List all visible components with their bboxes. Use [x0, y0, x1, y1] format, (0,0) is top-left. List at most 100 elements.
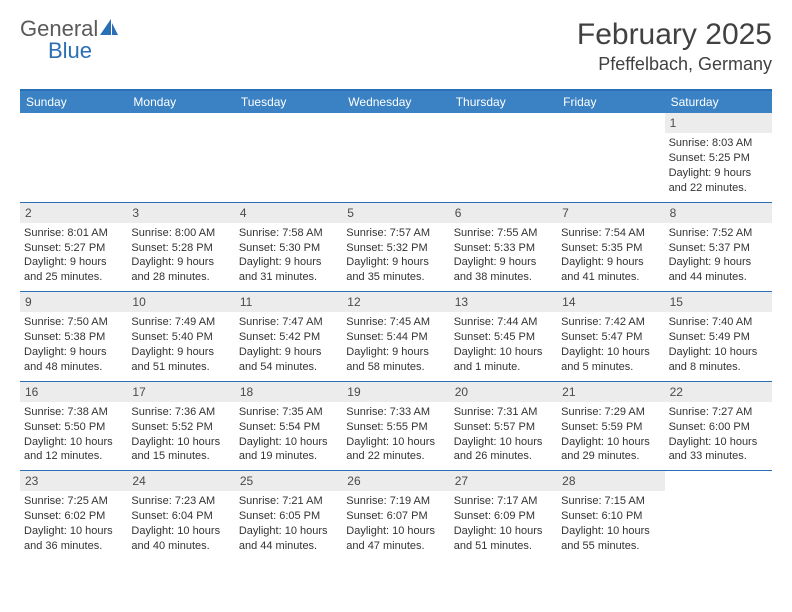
daylight-line1: Daylight: 10 hours: [24, 435, 123, 450]
daylight-line2: and 38 minutes.: [454, 270, 553, 285]
day-cell: 9Sunrise: 7:50 AMSunset: 5:38 PMDaylight…: [20, 292, 127, 381]
day-cell: 6Sunrise: 7:55 AMSunset: 5:33 PMDaylight…: [450, 203, 557, 292]
daylight-line1: Daylight: 9 hours: [131, 345, 230, 360]
sunrise: Sunrise: 7:35 AM: [239, 405, 338, 420]
daylight-line1: Daylight: 9 hours: [239, 345, 338, 360]
sunset: Sunset: 5:59 PM: [561, 420, 660, 435]
day-cell: 28Sunrise: 7:15 AMSunset: 6:10 PMDayligh…: [557, 471, 664, 560]
sunset: Sunset: 6:10 PM: [561, 509, 660, 524]
sunset: Sunset: 5:47 PM: [561, 330, 660, 345]
day-number: 12: [342, 292, 449, 312]
daylight-line1: Daylight: 10 hours: [239, 435, 338, 450]
sunrise: Sunrise: 7:23 AM: [131, 494, 230, 509]
day-number: 15: [665, 292, 772, 312]
calendar: SundayMondayTuesdayWednesdayThursdayFrid…: [20, 89, 772, 560]
daylight-line1: Daylight: 10 hours: [561, 435, 660, 450]
daylight-line2: and 15 minutes.: [131, 449, 230, 464]
daylight-line2: and 22 minutes.: [669, 181, 768, 196]
sunrise: Sunrise: 7:38 AM: [24, 405, 123, 420]
sunrise: Sunrise: 7:58 AM: [239, 226, 338, 241]
day-number: 22: [665, 382, 772, 402]
day-number: 19: [342, 382, 449, 402]
sunrise: Sunrise: 7:29 AM: [561, 405, 660, 420]
day-cell: 2Sunrise: 8:01 AMSunset: 5:27 PMDaylight…: [20, 203, 127, 292]
day-cell: 25Sunrise: 7:21 AMSunset: 6:05 PMDayligh…: [235, 471, 342, 560]
day-number: 2: [20, 203, 127, 223]
day-cell: 10Sunrise: 7:49 AMSunset: 5:40 PMDayligh…: [127, 292, 234, 381]
daylight-line2: and 51 minutes.: [131, 360, 230, 375]
empty-cell: [127, 113, 234, 202]
day-cell: 21Sunrise: 7:29 AMSunset: 5:59 PMDayligh…: [557, 382, 664, 471]
empty-cell: [235, 113, 342, 202]
sunset: Sunset: 5:45 PM: [454, 330, 553, 345]
day-cell: 15Sunrise: 7:40 AMSunset: 5:49 PMDayligh…: [665, 292, 772, 381]
sunset: Sunset: 5:42 PM: [239, 330, 338, 345]
logo-sail-icon: [99, 18, 119, 40]
day-cell: 24Sunrise: 7:23 AMSunset: 6:04 PMDayligh…: [127, 471, 234, 560]
empty-cell: [557, 113, 664, 202]
daylight-line1: Daylight: 9 hours: [24, 345, 123, 360]
sunrise: Sunrise: 7:49 AM: [131, 315, 230, 330]
daylight-line1: Daylight: 10 hours: [346, 435, 445, 450]
sunrise: Sunrise: 7:36 AM: [131, 405, 230, 420]
daylight-line2: and 8 minutes.: [669, 360, 768, 375]
day-number: 13: [450, 292, 557, 312]
daylight-line1: Daylight: 10 hours: [454, 524, 553, 539]
day-number: 16: [20, 382, 127, 402]
sunrise: Sunrise: 7:50 AM: [24, 315, 123, 330]
dow-wednesday: Wednesday: [342, 91, 449, 113]
day-number: 11: [235, 292, 342, 312]
empty-cell: [342, 113, 449, 202]
sunrise: Sunrise: 7:31 AM: [454, 405, 553, 420]
sunset: Sunset: 5:33 PM: [454, 241, 553, 256]
daylight-line1: Daylight: 9 hours: [669, 255, 768, 270]
sunset: Sunset: 6:07 PM: [346, 509, 445, 524]
sunset: Sunset: 5:57 PM: [454, 420, 553, 435]
sunrise: Sunrise: 7:42 AM: [561, 315, 660, 330]
sunset: Sunset: 6:05 PM: [239, 509, 338, 524]
sunset: Sunset: 5:49 PM: [669, 330, 768, 345]
day-number: 10: [127, 292, 234, 312]
daylight-line2: and 28 minutes.: [131, 270, 230, 285]
daylight-line2: and 22 minutes.: [346, 449, 445, 464]
sunrise: Sunrise: 8:01 AM: [24, 226, 123, 241]
daylight-line1: Daylight: 10 hours: [454, 345, 553, 360]
daylight-line2: and 40 minutes.: [131, 539, 230, 554]
sunrise: Sunrise: 7:55 AM: [454, 226, 553, 241]
daylight-line2: and 35 minutes.: [346, 270, 445, 285]
day-cell: 11Sunrise: 7:47 AMSunset: 5:42 PMDayligh…: [235, 292, 342, 381]
daylight-line2: and 36 minutes.: [24, 539, 123, 554]
daylight-line1: Daylight: 9 hours: [131, 255, 230, 270]
title-block: February 2025 Pfeffelbach, Germany: [577, 18, 772, 75]
sunset: Sunset: 5:55 PM: [346, 420, 445, 435]
day-number: 26: [342, 471, 449, 491]
day-cell: 3Sunrise: 8:00 AMSunset: 5:28 PMDaylight…: [127, 203, 234, 292]
daylight-line1: Daylight: 9 hours: [239, 255, 338, 270]
sunset: Sunset: 6:09 PM: [454, 509, 553, 524]
dow-thursday: Thursday: [450, 91, 557, 113]
location: Pfeffelbach, Germany: [577, 54, 772, 75]
daylight-line1: Daylight: 10 hours: [561, 345, 660, 360]
day-number: 14: [557, 292, 664, 312]
daylight-line1: Daylight: 9 hours: [346, 255, 445, 270]
day-number: 28: [557, 471, 664, 491]
daylight-line1: Daylight: 9 hours: [346, 345, 445, 360]
day-number: 25: [235, 471, 342, 491]
daylight-line1: Daylight: 10 hours: [131, 435, 230, 450]
sunrise: Sunrise: 7:17 AM: [454, 494, 553, 509]
sunset: Sunset: 5:52 PM: [131, 420, 230, 435]
day-number: 27: [450, 471, 557, 491]
dow-sunday: Sunday: [20, 91, 127, 113]
empty-cell: [665, 471, 772, 560]
sunrise: Sunrise: 7:57 AM: [346, 226, 445, 241]
sunrise: Sunrise: 7:45 AM: [346, 315, 445, 330]
daylight-line1: Daylight: 10 hours: [561, 524, 660, 539]
day-cell: 22Sunrise: 7:27 AMSunset: 6:00 PMDayligh…: [665, 382, 772, 471]
day-cell: 7Sunrise: 7:54 AMSunset: 5:35 PMDaylight…: [557, 203, 664, 292]
daylight-line1: Daylight: 10 hours: [239, 524, 338, 539]
daylight-line1: Daylight: 10 hours: [669, 435, 768, 450]
day-cell: 5Sunrise: 7:57 AMSunset: 5:32 PMDaylight…: [342, 203, 449, 292]
day-cell: 23Sunrise: 7:25 AMSunset: 6:02 PMDayligh…: [20, 471, 127, 560]
day-cell: 1Sunrise: 8:03 AMSunset: 5:25 PMDaylight…: [665, 113, 772, 202]
logo: GeneralBlue: [20, 18, 119, 62]
